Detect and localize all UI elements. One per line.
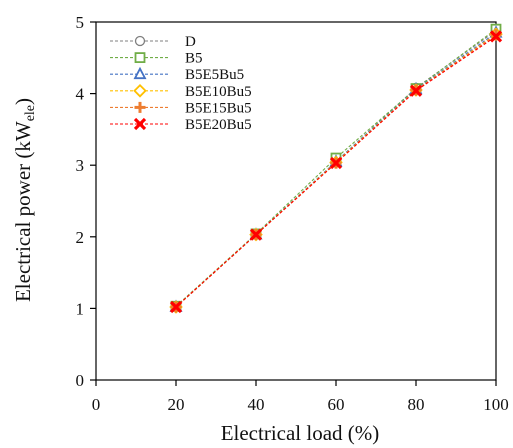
y-tick-label: 0 bbox=[76, 371, 85, 390]
legend-item: B5E15Bu5 bbox=[110, 100, 252, 116]
y-tick-label: 5 bbox=[76, 13, 85, 32]
plot-frame bbox=[95, 21, 497, 381]
data-point bbox=[489, 30, 503, 43]
data-point bbox=[249, 228, 263, 241]
legend-label: B5E15Bu5 bbox=[185, 100, 252, 116]
legend-marker bbox=[134, 52, 146, 63]
y-tick-label: 4 bbox=[76, 85, 85, 104]
y-axis-title-close: ) bbox=[11, 98, 35, 105]
x-tick-label: 100 bbox=[483, 395, 509, 414]
x-tick-label: 60 bbox=[328, 395, 345, 414]
y-axis-title-subscript: ele bbox=[23, 105, 38, 121]
legend-item: B5E10Bu5 bbox=[110, 84, 252, 100]
y-tick-label: 3 bbox=[76, 156, 85, 175]
legend-label: B5E5Bu5 bbox=[185, 67, 244, 83]
legend-marker bbox=[134, 35, 146, 47]
legend-item: B5E5Bu5 bbox=[110, 66, 244, 83]
x-axis-title: Electrical load (%) bbox=[221, 421, 380, 445]
data-point bbox=[409, 84, 423, 97]
legend-label: B5E20Bu5 bbox=[185, 117, 252, 133]
y-tick-label: 2 bbox=[76, 228, 85, 247]
legend-marker bbox=[133, 84, 147, 98]
legend-marker bbox=[133, 66, 147, 80]
x-tick-label: 80 bbox=[408, 395, 425, 414]
x-tick-label: 40 bbox=[248, 395, 265, 414]
legend-label: B5E10Bu5 bbox=[185, 84, 252, 100]
x-tick-label: 0 bbox=[92, 395, 101, 414]
legend-item: B5E20Bu5 bbox=[110, 117, 252, 133]
legend-item: B5 bbox=[110, 51, 203, 67]
x-tick-label: 20 bbox=[168, 395, 185, 414]
y-tick-label: 1 bbox=[76, 299, 85, 318]
series-B5E20Bu5 bbox=[169, 30, 503, 314]
data-point bbox=[169, 300, 183, 314]
legend-marker bbox=[134, 101, 146, 113]
plot-area-border bbox=[95, 21, 497, 381]
data-point bbox=[329, 156, 343, 170]
legend-label: B5 bbox=[185, 51, 203, 67]
series-layer bbox=[169, 23, 503, 314]
x-axis-ticks: 0 20 40 60 80 100 bbox=[92, 380, 509, 414]
legend-label: D bbox=[185, 34, 196, 50]
y-axis-title: Electrical power (kWele) bbox=[11, 98, 38, 302]
y-axis-ticks: 0 1 2 3 4 5 bbox=[76, 13, 96, 390]
legend-item: D bbox=[110, 34, 196, 50]
legend-marker bbox=[133, 117, 147, 131]
y-axis-title-main: Electrical power (kW bbox=[11, 121, 35, 302]
